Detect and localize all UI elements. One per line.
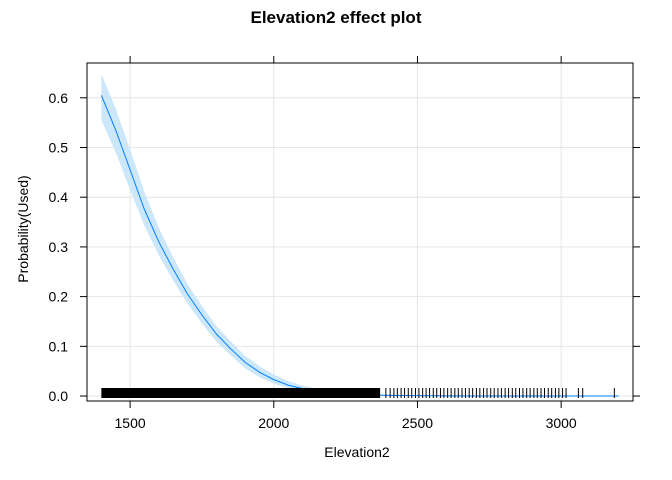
y-tick-label: 0.0: [49, 388, 69, 404]
y-axis-label: Probability(Used): [15, 175, 31, 282]
y-tick-label: 0.6: [49, 90, 69, 106]
rug-dense-block: [101, 388, 381, 398]
x-tick-label: 3000: [546, 415, 577, 431]
rug-plot: [101, 388, 615, 398]
y-tick-label: 0.3: [49, 239, 69, 255]
x-tick-labels: 1500 2000 2500 3000: [115, 415, 577, 431]
x-tick-label: 1500: [115, 415, 146, 431]
axis-ticks: [80, 56, 640, 408]
y-tick-label: 0.1: [49, 338, 69, 354]
y-tick-label: 0.4: [49, 189, 69, 205]
y-tick-labels: 0.0 0.1 0.2 0.3 0.4 0.5 0.6: [49, 90, 69, 404]
confidence-band-layer: [101, 73, 619, 397]
x-axis-label: Elevation2: [324, 444, 390, 460]
x-tick-label: 2000: [258, 415, 289, 431]
plot-frame: [86, 62, 634, 402]
fit-line: [100, 95, 619, 397]
grid-lines: [87, 63, 633, 401]
fit-line-layer: [100, 95, 619, 397]
x-tick-label: 2500: [402, 415, 433, 431]
y-tick-label: 0.5: [49, 140, 69, 156]
chart-title: Elevation2 effect plot: [251, 8, 422, 27]
confidence-band: [101, 73, 619, 397]
y-tick-label: 0.2: [49, 289, 69, 305]
